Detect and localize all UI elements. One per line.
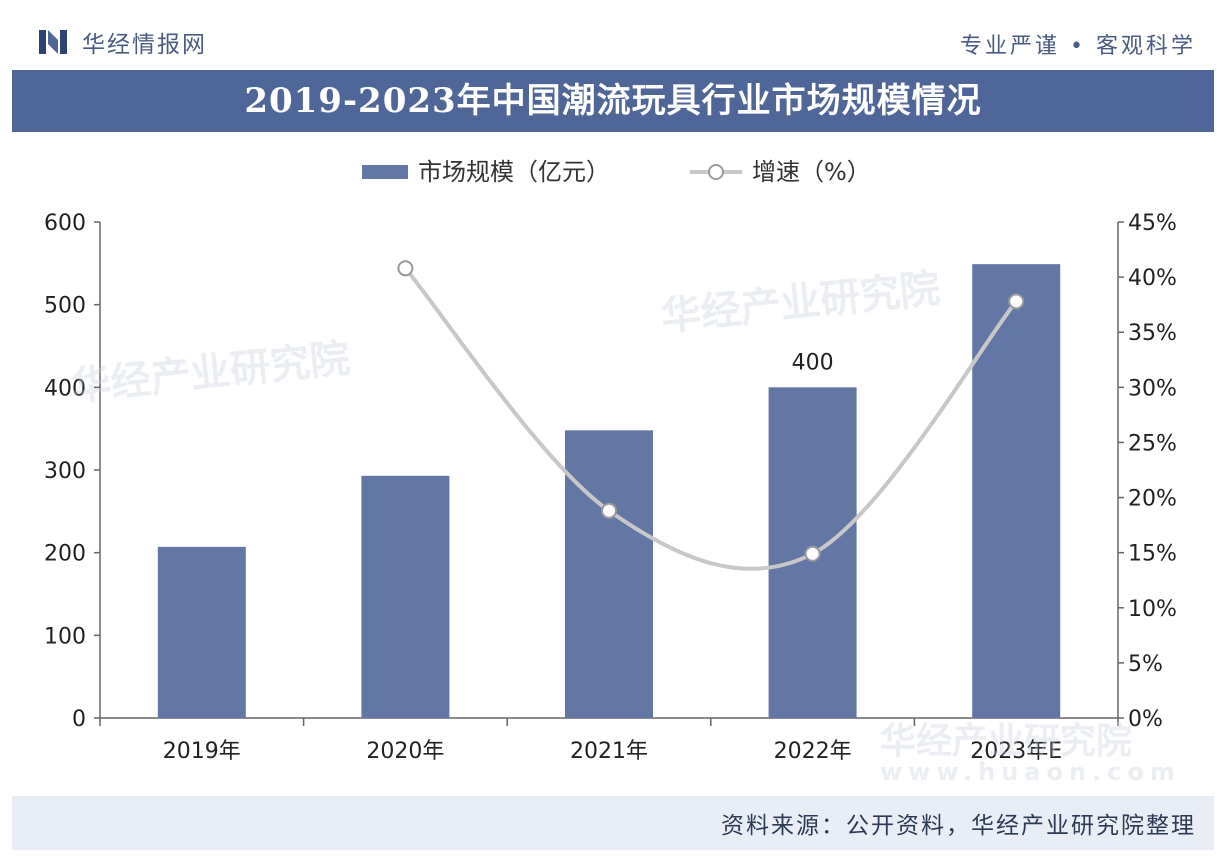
- brand: 华经情报网: [38, 24, 207, 60]
- y-right-tick-label: 20%: [1128, 487, 1177, 512]
- bar: [361, 475, 450, 718]
- y-left-tick-label: 200: [44, 542, 86, 567]
- chart-area: 市场规模（亿元） 增速（%） 0 100 200 300 400 500 600 0% 5% 10% 1…: [12, 132, 1214, 792]
- bar: [157, 546, 246, 718]
- bar-data-label: 400: [792, 350, 834, 375]
- brand-logo-icon: [39, 30, 67, 54]
- source-note: 资料来源：公开资料，华经产业研究院整理: [721, 813, 1196, 839]
- y-right-tick-label: 30%: [1128, 376, 1177, 401]
- y-left-tick-label: 400: [44, 376, 86, 401]
- y-right-tick-label: 10%: [1128, 597, 1177, 622]
- x-tick-label: 2021年: [570, 739, 648, 764]
- legend-line-label: 增速（%）: [752, 158, 871, 186]
- y-right-tick-label: 40%: [1128, 266, 1177, 291]
- y-left-tick-label: 600: [44, 211, 86, 236]
- x-tick-label: 2020年: [366, 739, 444, 764]
- y-right-tick-label: 0%: [1128, 707, 1163, 732]
- y-left-tick-label: 500: [44, 294, 86, 319]
- y-right-tick-label: 35%: [1128, 321, 1177, 346]
- footer: 资料来源：公开资料，华经产业研究院整理: [12, 796, 1214, 850]
- x-tick-label: 2019年: [163, 739, 241, 764]
- growth-line: [403, 267, 1018, 571]
- growth-point: [804, 545, 821, 562]
- legend-line-marker: [708, 164, 724, 180]
- growth-point: [601, 502, 617, 519]
- y-right-tick-label: 5%: [1128, 652, 1163, 677]
- y-right-tick-label: 45%: [1128, 211, 1177, 236]
- x-tick-label: 2023年E: [970, 739, 1062, 764]
- top-bar: 华经情报网 专业严谨 • 客观科学: [0, 0, 1226, 70]
- growth-point: [1008, 293, 1025, 310]
- bar: [565, 430, 653, 718]
- bar: [972, 264, 1061, 718]
- y-right-tick-label: 15%: [1128, 542, 1177, 567]
- brand-name: 华经情报网: [82, 32, 207, 58]
- y-left-tick-label: 100: [44, 624, 86, 649]
- slogan: 专业严谨 • 客观科学: [960, 34, 1196, 59]
- y-right-tick-label: 25%: [1128, 431, 1177, 456]
- y-left-tick-label: 0: [72, 707, 86, 732]
- title-band: 2019-2023年中国潮流玩具行业市场规模情况: [12, 70, 1214, 132]
- chart-svg: 市场规模（亿元） 增速（%） 0 100 200 300 400 500 600 0% 5% 10% 1…: [44, 158, 1177, 764]
- legend-bar-swatch: [362, 165, 408, 179]
- growth-point: [397, 260, 414, 277]
- y-left-tick-label: 300: [44, 459, 86, 484]
- x-tick-label: 2022年: [774, 739, 852, 764]
- legend-bar-label: 市场规模（亿元）: [418, 158, 610, 186]
- chart-title: 2019-2023年中国潮流玩具行业市场规模情况: [244, 81, 982, 121]
